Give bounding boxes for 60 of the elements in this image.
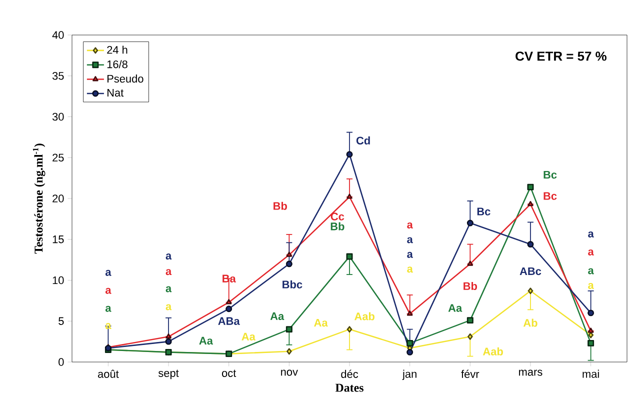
legend-label: 16/8 [107, 60, 128, 68]
annotation: Aa [314, 318, 328, 327]
y-tick-label: 0 [58, 358, 64, 366]
annotation: Aab [354, 312, 374, 320]
x-tick-label: févr [461, 370, 480, 378]
annotation: a [166, 254, 172, 260]
annotation: Aa [242, 332, 256, 340]
annotation: Ab [523, 318, 538, 327]
annotation: Bc [544, 170, 557, 179]
x-tick-label: déc [341, 370, 358, 378]
y-tick-label: 25 [52, 154, 64, 162]
legend-label: Nat [107, 88, 124, 97]
annotation: a [407, 222, 413, 228]
y-tick-label: 40 [52, 31, 64, 39]
x-tick-label: mai [582, 370, 599, 378]
y-tick-label: 5 [58, 317, 64, 325]
annotation: Aa [448, 304, 462, 312]
legend-label: Pseudo [107, 74, 144, 83]
annotation: Aa [199, 336, 213, 345]
x-tick-label: mars [519, 370, 542, 376]
annotation: Aa [270, 312, 284, 320]
annotation: a [588, 268, 594, 274]
annotation: a [407, 266, 413, 273]
x-axis-title: Dates [335, 384, 364, 392]
y-tick-label: 20 [52, 194, 64, 202]
annotation: a [166, 304, 172, 310]
annotation: Cd [356, 136, 370, 144]
annotation: a [588, 282, 594, 289]
x-tick-label: oct [222, 370, 236, 377]
annotation: ABc [520, 267, 542, 276]
annotation: Bb [330, 222, 344, 230]
annotation: a [105, 288, 112, 294]
annotation: a [407, 237, 413, 244]
annotation: Cc [330, 212, 344, 220]
annotation: a [166, 286, 172, 292]
annotation: ABa [218, 317, 240, 325]
y-tick-label: 10 [52, 276, 64, 284]
annotation: a [588, 249, 594, 256]
y-axis-title: Testostérone (ng.ml$^{-1}$) [32, 144, 46, 254]
x-tick-label: nov [281, 370, 298, 376]
y-tick-label: 35 [52, 72, 64, 80]
annotation: Bc [544, 192, 557, 200]
annotation: Bb [464, 282, 477, 290]
x-tick-label: sept [158, 370, 179, 380]
annotation: Ba [222, 274, 236, 282]
annotation: Aab [482, 347, 503, 356]
y-tick-label: 30 [52, 112, 64, 121]
annotation: Bbc [282, 280, 302, 288]
annotation: a [407, 252, 413, 258]
annotation: a [105, 270, 112, 276]
annotation: a [166, 269, 172, 276]
x-tick-label: août [98, 370, 119, 378]
y-tick-label: 15 [52, 236, 64, 244]
annotation: CV ETR = 57 % [516, 52, 606, 61]
annotation: Bb [274, 202, 287, 210]
annotation: a [588, 231, 594, 238]
legend-label: 24 h [107, 46, 128, 54]
x-tick-label: jan [402, 370, 416, 380]
annotation: a [105, 306, 112, 312]
annotation: Bc [477, 208, 490, 216]
